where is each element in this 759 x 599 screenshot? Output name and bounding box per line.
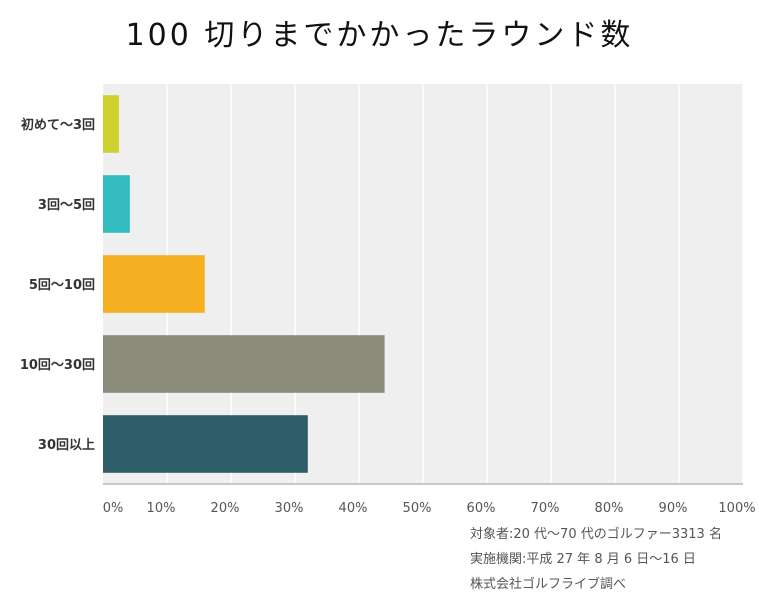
x-tick-label: 0% [103,501,124,516]
x-tick-label: 10% [147,501,176,516]
bar [103,335,385,393]
category-label: 5回〜10回 [29,278,95,293]
source-period: 実施機関:平成 27 年 8 月 6 日〜16 日 [470,552,696,567]
x-tick-label: 60% [467,501,496,516]
x-tick-label: 90% [659,501,688,516]
x-tick-label: 80% [595,501,624,516]
category-label: 10回〜30回 [20,358,95,373]
x-tick-labels: 0% 10% 20% 30% 40% 50% 60% 70% 80% 90% 100% [103,501,756,516]
bar [103,95,119,153]
x-tick-label: 50% [403,501,432,516]
bars [103,95,385,473]
category-label: 初めて〜3回 [21,117,95,133]
category-label: 30回以上 [38,438,95,453]
x-tick-label: 70% [531,501,560,516]
source-target: 対象者:20 代〜70 代のゴルファー3313 名 [470,527,722,542]
x-tick-label: 40% [339,501,368,516]
x-tick-label: 20% [211,501,240,516]
bar [103,255,205,313]
grid-lines [166,84,744,484]
bar [103,175,130,233]
source-company: 株式会社ゴルフライブ調べ [470,577,627,592]
category-labels: 初めて〜3回 3回〜5回 5回〜10回 10回〜30回 30回以上 [20,117,95,453]
chart-title: 100 切りまでかかったラウンド数 [125,18,634,53]
x-tick-label: 30% [275,501,304,516]
x-tick-label: 100% [718,501,755,516]
category-label: 3回〜5回 [38,198,95,213]
bar [103,415,308,473]
